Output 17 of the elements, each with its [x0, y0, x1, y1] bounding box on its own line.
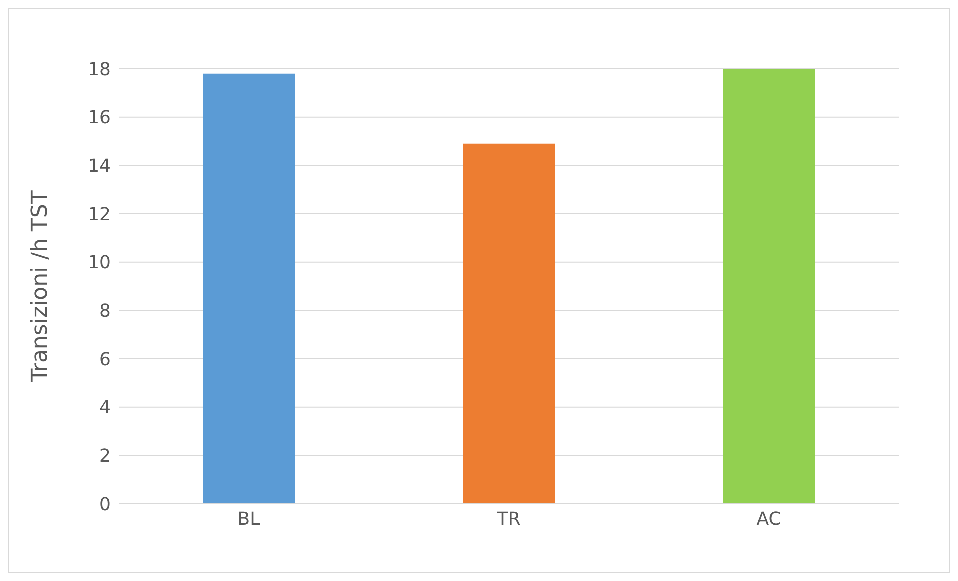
y-tick-label: 6 — [100, 349, 111, 370]
x-tick-label: BL — [238, 508, 260, 530]
y-tick-label: 16 — [88, 108, 111, 129]
x-tick-label: TR — [496, 508, 521, 530]
bar — [203, 74, 295, 504]
bar — [463, 144, 555, 504]
bar — [723, 69, 815, 504]
y-tick-label: 0 — [100, 494, 111, 516]
y-tick-label: 8 — [100, 301, 111, 322]
y-tick-label: 18 — [88, 59, 111, 80]
y-tick-label: 12 — [88, 204, 111, 226]
y-axis-title: Transizioni /h TST — [28, 190, 53, 384]
y-tick-label: 10 — [88, 252, 111, 274]
y-tick-label: 4 — [100, 398, 111, 419]
y-tick-label: 14 — [88, 156, 111, 178]
x-tick-label: AC — [756, 508, 782, 530]
y-tick-label: 2 — [100, 446, 111, 468]
